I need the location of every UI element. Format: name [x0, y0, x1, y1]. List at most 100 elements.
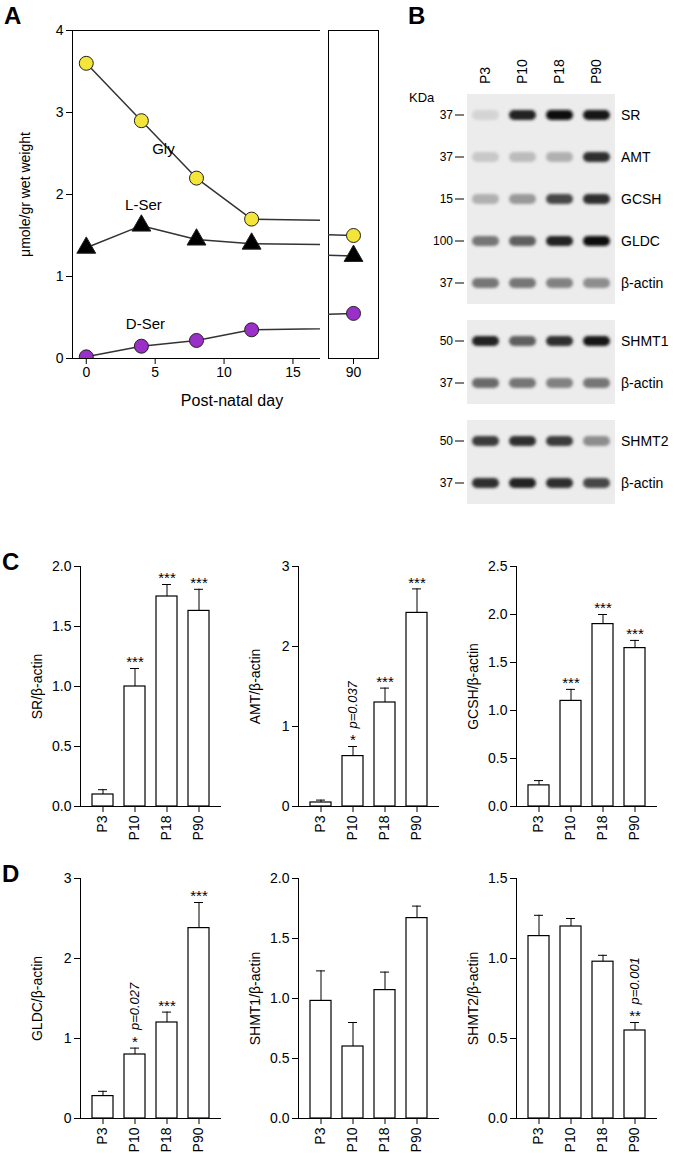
- svg-text:***: ***: [190, 574, 208, 591]
- svg-text:P10: P10: [562, 1127, 578, 1152]
- svg-text:P90: P90: [190, 815, 206, 840]
- svg-text:P18: P18: [158, 815, 174, 840]
- svg-text:1: 1: [64, 1030, 72, 1046]
- svg-text:37: 37: [440, 376, 454, 390]
- svg-text:P90: P90: [408, 815, 424, 840]
- svg-text:P18: P18: [551, 59, 567, 84]
- svg-text:0.5: 0.5: [52, 738, 72, 754]
- svg-text:P10: P10: [514, 59, 530, 84]
- svg-text:3: 3: [56, 104, 64, 120]
- svg-text:1.0: 1.0: [52, 678, 72, 694]
- svg-text:0.5: 0.5: [270, 1050, 290, 1066]
- svg-text:***: ***: [158, 569, 176, 586]
- svg-text:1.5: 1.5: [52, 618, 72, 634]
- svg-text:1.0: 1.0: [270, 990, 290, 1006]
- svg-text:1: 1: [282, 718, 290, 734]
- svg-text:KDa: KDa: [409, 90, 435, 105]
- svg-text:37: 37: [440, 276, 454, 290]
- svg-text:1.0: 1.0: [488, 702, 508, 718]
- svg-text:SHMT1/β-actin: SHMT1/β-actin: [247, 952, 263, 1046]
- svg-text:P90: P90: [588, 59, 604, 84]
- svg-text:***: ***: [626, 625, 644, 642]
- svg-text:GLDC/β-actin: GLDC/β-actin: [29, 956, 45, 1041]
- svg-text:P10: P10: [126, 815, 142, 840]
- svg-text:P10: P10: [344, 815, 360, 840]
- svg-text:P3: P3: [530, 1127, 546, 1144]
- svg-text:p=0.037: p=0.037: [345, 680, 360, 729]
- svg-text:β-actin: β-actin: [621, 375, 663, 391]
- svg-text:***: ***: [126, 653, 144, 670]
- svg-text:37: 37: [440, 476, 454, 490]
- svg-text:100: 100: [433, 234, 453, 248]
- svg-text:SHMT2/β-actin: SHMT2/β-actin: [465, 952, 481, 1046]
- svg-text:P18: P18: [594, 1127, 610, 1152]
- svg-text:**: **: [629, 1007, 641, 1024]
- svg-text:1: 1: [56, 268, 64, 284]
- svg-text:0: 0: [82, 364, 90, 380]
- svg-text:15: 15: [285, 364, 301, 380]
- svg-text:GCSH: GCSH: [621, 191, 661, 207]
- svg-text:β-actin: β-actin: [621, 275, 663, 291]
- svg-text:P3: P3: [530, 815, 546, 832]
- svg-text:4: 4: [56, 22, 64, 38]
- svg-text:P18: P18: [376, 815, 392, 840]
- svg-text:L-Ser: L-Ser: [125, 196, 162, 213]
- svg-text:SHMT2: SHMT2: [621, 433, 669, 449]
- svg-text:10: 10: [216, 364, 232, 380]
- svg-text:SR: SR: [621, 107, 640, 123]
- svg-text:Gly: Gly: [152, 140, 175, 157]
- svg-text:1.5: 1.5: [270, 930, 290, 946]
- svg-text:0: 0: [56, 350, 64, 366]
- svg-text:1.0: 1.0: [488, 950, 508, 966]
- svg-text:0.0: 0.0: [488, 798, 508, 814]
- svg-text:0.0: 0.0: [488, 1110, 508, 1126]
- svg-text:D-Ser: D-Ser: [126, 315, 165, 332]
- svg-text:***: ***: [594, 599, 612, 616]
- svg-text:1.5: 1.5: [488, 654, 508, 670]
- svg-text:2.5: 2.5: [488, 558, 508, 574]
- svg-text:37: 37: [440, 150, 454, 164]
- svg-text:AMT: AMT: [621, 149, 651, 165]
- svg-text:15: 15: [440, 192, 454, 206]
- svg-text:2.0: 2.0: [52, 558, 72, 574]
- svg-text:0.0: 0.0: [52, 798, 72, 814]
- svg-text:P10: P10: [562, 815, 578, 840]
- svg-text:p=0.027: p=0.027: [127, 982, 142, 1031]
- svg-text:1.5: 1.5: [488, 870, 508, 886]
- svg-text:***: ***: [376, 673, 394, 690]
- svg-text:5: 5: [151, 364, 159, 380]
- svg-text:P10: P10: [344, 1127, 360, 1152]
- svg-text:SHMT1: SHMT1: [621, 333, 669, 349]
- svg-text:P10: P10: [126, 1127, 142, 1152]
- svg-text:*: *: [350, 731, 356, 748]
- svg-text:***: ***: [408, 574, 426, 591]
- svg-text:β-actin: β-actin: [621, 475, 663, 491]
- svg-text:0.5: 0.5: [488, 1030, 508, 1046]
- svg-text:P3: P3: [94, 1127, 110, 1144]
- svg-text:P18: P18: [158, 1127, 174, 1152]
- svg-text:2: 2: [282, 638, 290, 654]
- svg-text:P18: P18: [594, 815, 610, 840]
- svg-text:P90: P90: [408, 1127, 424, 1152]
- svg-text:P3: P3: [312, 815, 328, 832]
- svg-text:2.0: 2.0: [270, 870, 290, 886]
- svg-text:SR/β-actin: SR/β-actin: [29, 654, 45, 720]
- svg-text:GLDC: GLDC: [621, 233, 660, 249]
- svg-text:0: 0: [64, 1110, 72, 1126]
- svg-text:2.0: 2.0: [488, 606, 508, 622]
- svg-text:p=0.001: p=0.001: [627, 957, 642, 1005]
- svg-text:50: 50: [440, 334, 454, 348]
- svg-text:P3: P3: [94, 815, 110, 832]
- svg-text:AMT/β-actin: AMT/β-actin: [247, 649, 263, 725]
- svg-text:2: 2: [64, 950, 72, 966]
- svg-text:3: 3: [282, 558, 290, 574]
- svg-text:*: *: [132, 1033, 138, 1050]
- svg-text:P90: P90: [626, 815, 642, 840]
- svg-text:μmole/gr wet weight: μmole/gr wet weight: [17, 132, 33, 257]
- svg-text:90: 90: [346, 364, 362, 380]
- svg-text:P3: P3: [477, 67, 493, 84]
- svg-text:3: 3: [64, 870, 72, 886]
- svg-text:***: ***: [158, 997, 176, 1014]
- svg-text:0.5: 0.5: [488, 750, 508, 766]
- svg-text:37: 37: [440, 108, 454, 122]
